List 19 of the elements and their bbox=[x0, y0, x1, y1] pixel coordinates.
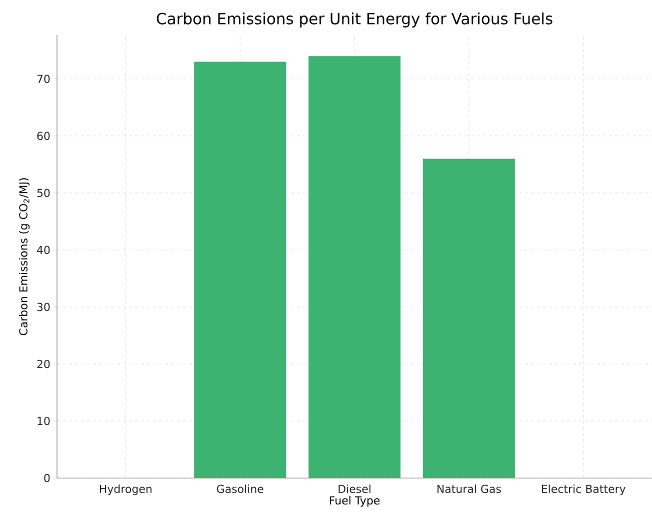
x-tick-label: Hydrogen bbox=[100, 484, 152, 496]
x-tick-label: Gasoline bbox=[216, 484, 264, 494]
y-tick-label: 30 bbox=[37, 302, 50, 312]
y-tick-label: 40 bbox=[37, 246, 50, 254]
y-tick-label: 0 bbox=[44, 474, 50, 482]
y-tick-label: 60 bbox=[37, 132, 50, 140]
y-tick-label: 70 bbox=[37, 74, 50, 84]
chart-title: Carbon Emissions per Unit Energy for Various Fuels bbox=[156, 12, 552, 28]
x-tick-label: Electric Battery bbox=[542, 484, 626, 496]
bar bbox=[422, 158, 515, 478]
x-tick-label: Diesel bbox=[338, 484, 370, 494]
bar bbox=[194, 62, 286, 478]
y-axis-title: Carbon Emissions (g CO$_{2}$/MJ) bbox=[18, 178, 30, 336]
x-tick-label: Natural Gas bbox=[437, 484, 501, 494]
bar bbox=[308, 56, 401, 478]
x-axis-title: Fuel Type bbox=[330, 496, 380, 507]
y-tick-label: 50 bbox=[37, 188, 50, 198]
y-tick-label: 20 bbox=[37, 360, 50, 368]
y-tick-label: 10 bbox=[38, 416, 50, 426]
